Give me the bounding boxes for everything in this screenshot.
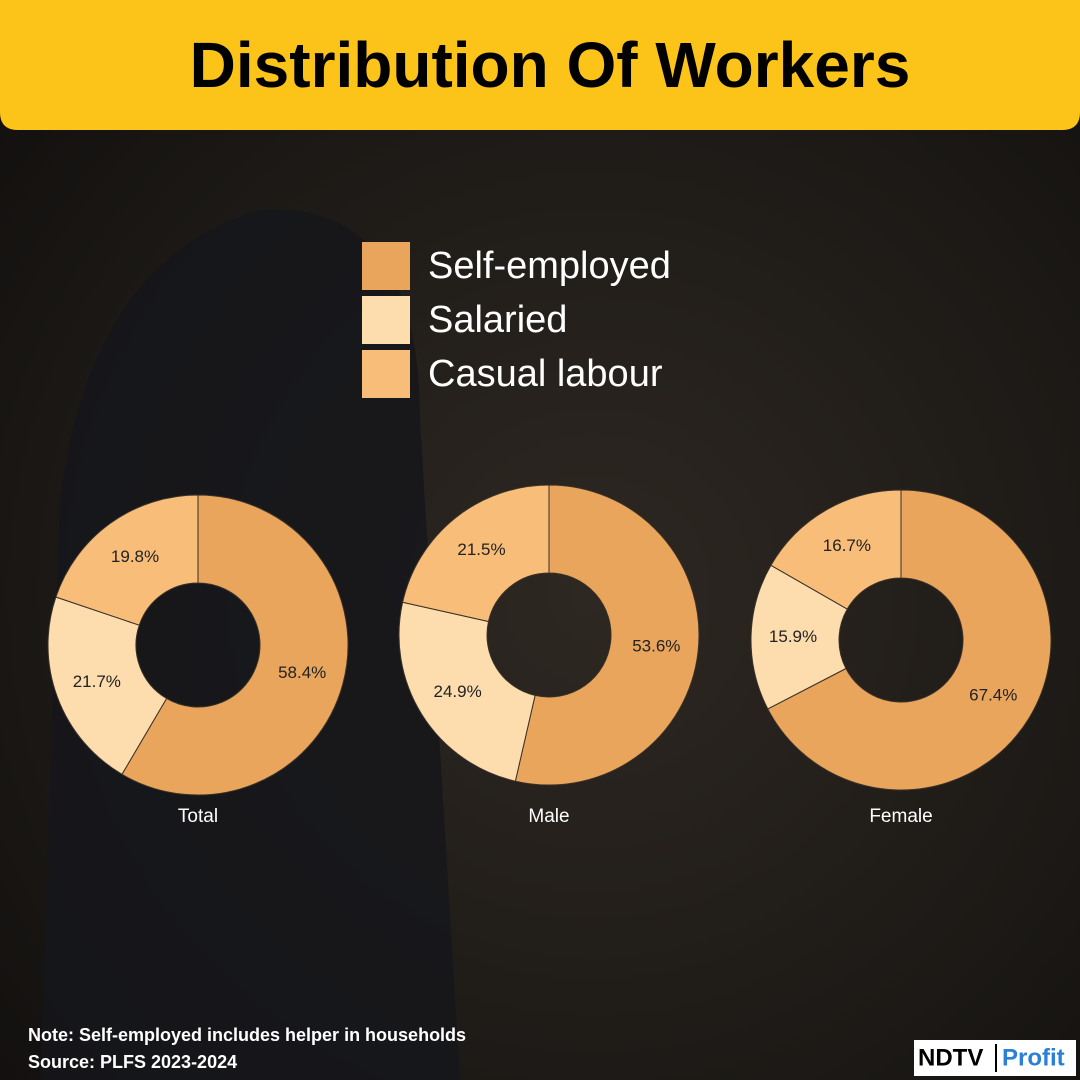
logo-product: Profit: [1002, 1044, 1065, 1071]
donut-slice: [47, 596, 168, 775]
legend-label: Salaried: [428, 299, 567, 341]
chart-title: Total: [178, 806, 218, 827]
legend-swatch: [362, 296, 410, 344]
value-label: 16.7%: [823, 536, 871, 555]
chart-title: Female: [869, 806, 932, 827]
legend-label: Self-employed: [428, 245, 671, 287]
value-label: 21.7%: [73, 672, 121, 691]
value-label: 19.8%: [111, 547, 159, 566]
value-label: 21.5%: [457, 540, 505, 559]
legend-swatch: [362, 350, 410, 398]
note: Note: Self-employed includes helper in h…: [28, 1025, 466, 1045]
worker-silhouette: [40, 209, 460, 1080]
donut-slice: [750, 564, 848, 710]
donut-slice: [770, 489, 902, 610]
title: Distribution Of Workers: [190, 29, 911, 101]
donut-slice: [398, 601, 536, 782]
value-label: 53.6%: [632, 637, 680, 656]
legend-label: Casual labour: [428, 353, 663, 395]
value-label: 58.4%: [278, 663, 326, 682]
donut-slice: [55, 494, 199, 626]
value-label: 24.9%: [434, 682, 482, 701]
value-label: 15.9%: [769, 627, 817, 646]
chart-title: Male: [528, 806, 569, 827]
donut-slice: [402, 484, 550, 623]
logo-brand: NDTV: [918, 1044, 983, 1071]
donut-slice: [121, 494, 349, 796]
source: Source: PLFS 2023-2024: [28, 1052, 237, 1072]
value-label: 67.4%: [969, 686, 1017, 705]
donut-slice: [514, 484, 700, 786]
title-banner: [0, 0, 1080, 130]
donut-slice: [767, 489, 1052, 791]
legend-swatch: [362, 242, 410, 290]
